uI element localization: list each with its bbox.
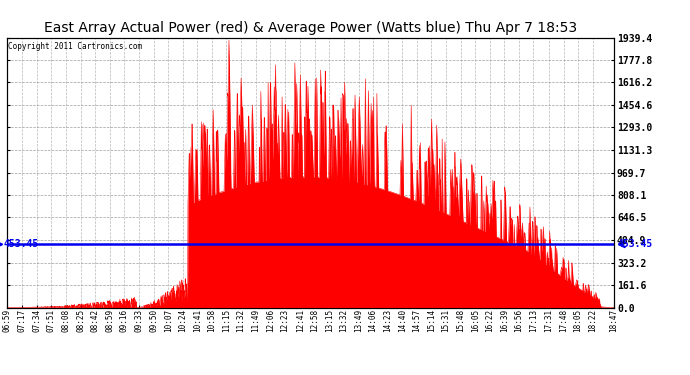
Text: 453.45: 453.45: [618, 239, 653, 249]
Text: 453.45: 453.45: [3, 239, 39, 249]
Text: Copyright 2011 Cartronics.com: Copyright 2011 Cartronics.com: [8, 42, 142, 51]
Title: East Array Actual Power (red) & Average Power (Watts blue) Thu Apr 7 18:53: East Array Actual Power (red) & Average …: [44, 21, 577, 35]
